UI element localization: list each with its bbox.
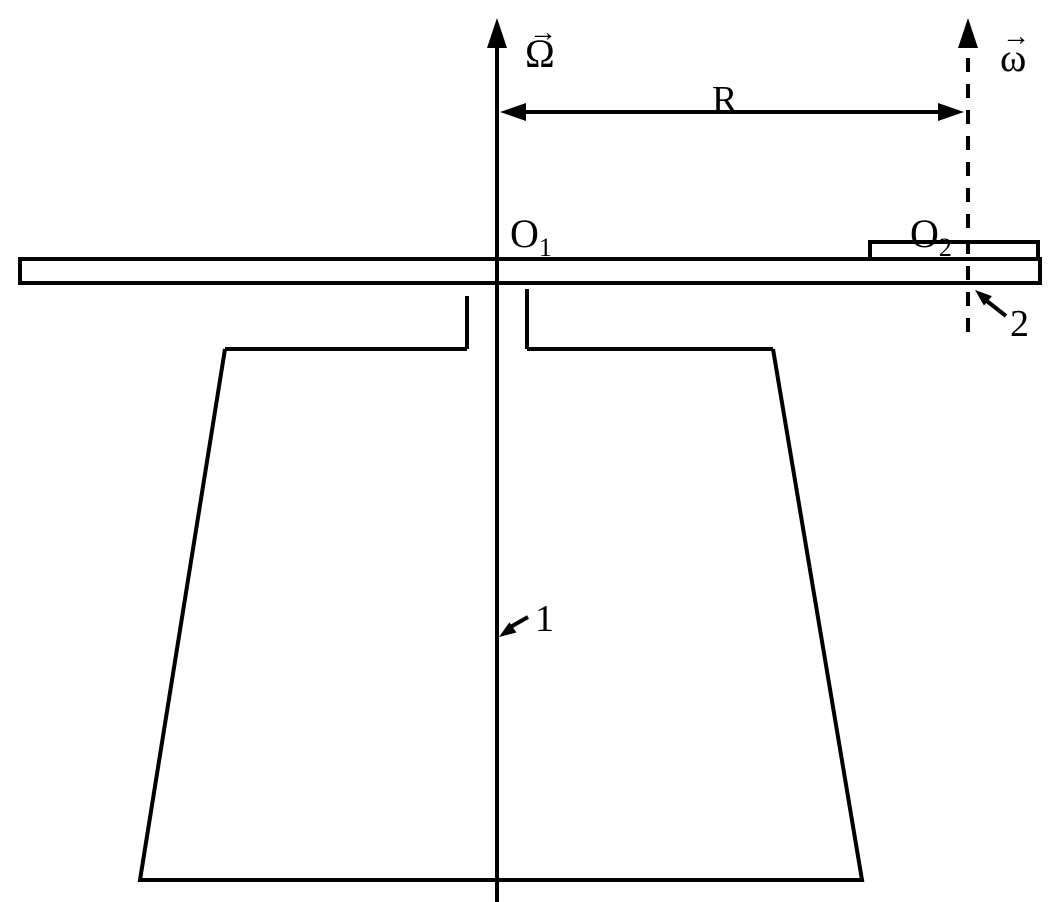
main-group <box>20 18 1040 902</box>
label-1: 1 <box>535 597 554 641</box>
label-2: 2 <box>1010 302 1029 346</box>
point-O2-label: O2 <box>910 210 952 263</box>
dimension-R-label: R <box>712 78 737 122</box>
omega-big-label: → Ω <box>525 30 555 77</box>
omega-small-label: → ω <box>1000 34 1026 81</box>
diagram-svg <box>0 0 1062 902</box>
point-O1-label: O1 <box>510 210 552 263</box>
